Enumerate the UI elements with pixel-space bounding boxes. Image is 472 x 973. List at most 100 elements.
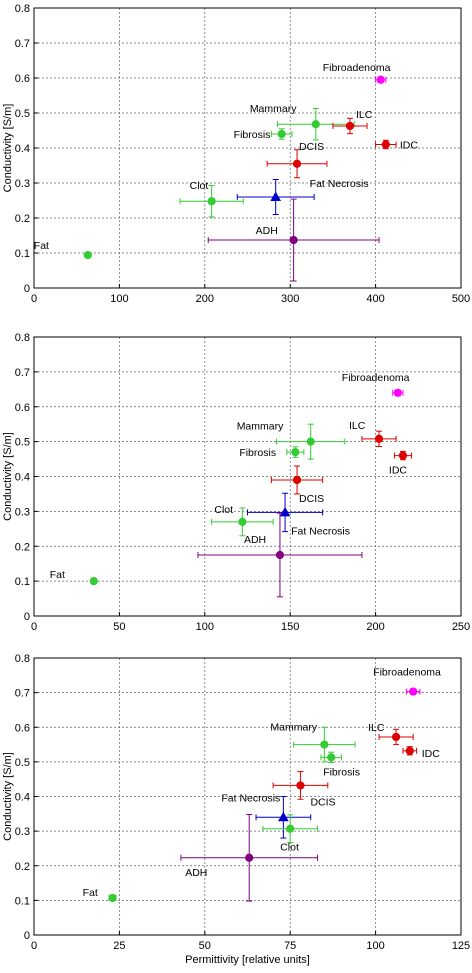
y-tick-label: 0.5	[15, 108, 30, 120]
data-label: Mammary	[250, 103, 297, 115]
y-tick-label: 0.2	[15, 213, 30, 225]
data-point-fat: Fat	[83, 887, 117, 903]
y-tick-label: 0.5	[15, 437, 30, 449]
marker-circle	[345, 121, 355, 131]
y-tick-label: 0	[24, 611, 30, 623]
data-point-ilc: ILC	[332, 109, 373, 135]
data-point-mammary: Mammary	[250, 103, 355, 141]
y-tick-label: 0.8	[15, 3, 30, 15]
data-point-adh: ADH	[197, 512, 363, 598]
data-point-fibroadenoma: Fibroadenoma	[373, 667, 441, 696]
data-label: Clot	[280, 842, 299, 854]
marker-circle	[286, 824, 295, 833]
marker-circle	[409, 687, 418, 696]
x-tick-label: 250	[452, 621, 470, 633]
data-point-fibroadenoma: Fibroadenoma	[323, 62, 391, 84]
data-point-fat: Fat	[34, 240, 92, 260]
y-tick-label: 0.3	[15, 506, 30, 518]
marker-circle	[292, 475, 302, 485]
marker-circle	[398, 451, 408, 460]
data-label: Fat Necrosis	[291, 525, 350, 537]
x-tick-label: 50	[113, 621, 125, 633]
x-tick-label: 100	[110, 293, 128, 305]
y-tick-label: 0.7	[15, 367, 30, 379]
data-label: ADH	[244, 534, 266, 546]
y-tick-label: 0.5	[15, 757, 30, 769]
x-tick-label: 300	[281, 293, 299, 305]
data-point-fat-necrosis: Fat Necrosis	[221, 792, 312, 839]
x-tick-label: 0	[31, 621, 37, 633]
data-label: ILC	[349, 420, 366, 432]
marker-triangle	[279, 506, 291, 517]
data-label: DCIS	[299, 141, 324, 153]
y-axis-label: Conductivity [S/m]	[2, 752, 14, 841]
chart-panel-2: 0 50 100 150 200 250 0 0.1 0.2 0.3 0.4 0.5 0.6 0.7 0.8…	[2, 332, 470, 633]
data-label: IDC	[389, 465, 408, 477]
data-point-fibrosis: Fibrosis	[234, 128, 293, 141]
y-axis-label: Conductivity [S/m]	[2, 432, 14, 521]
y-tick-label: 0.8	[15, 653, 30, 665]
y-tick-label: 0.3	[15, 826, 30, 838]
marker-circle	[405, 746, 414, 755]
data-label: DCIS	[299, 493, 324, 505]
data-point-ilc: ILC	[368, 722, 414, 746]
data-point-clot: Clot	[262, 814, 319, 854]
data-point-dcis: DCIS	[270, 465, 324, 505]
x-axis-label: Permittivity [relative units]	[185, 954, 310, 966]
data-label: IDC	[400, 140, 419, 152]
marker-circle	[245, 853, 254, 862]
data-label: Clot	[190, 180, 209, 192]
data-label: Fat Necrosis	[221, 792, 280, 804]
data-point-ilc: ILC	[349, 420, 397, 448]
data-point-fat-necrosis: Fat Necrosis	[247, 492, 350, 537]
marker-circle	[327, 753, 336, 762]
marker-circle	[374, 434, 384, 443]
marker-circle	[291, 447, 300, 457]
marker-circle	[391, 732, 401, 742]
data-label: Clot	[214, 504, 233, 516]
data-point-adh: ADH	[180, 814, 319, 902]
marker-circle	[296, 781, 305, 790]
data-label: Fat	[83, 887, 98, 899]
y-tick-label: 0.2	[15, 861, 30, 873]
marker-circle	[320, 740, 329, 749]
data-point-idc: IDC	[402, 746, 441, 760]
y-tick-label: 0.7	[15, 688, 30, 700]
marker-circle	[393, 388, 402, 397]
data-label: IDC	[422, 748, 441, 760]
x-tick-label: 125	[452, 940, 470, 952]
y-tick-label: 0.4	[15, 143, 30, 155]
marker-circle	[381, 140, 390, 149]
x-tick-label: 150	[281, 621, 299, 633]
x-tick-label: 200	[196, 293, 214, 305]
marker-circle	[277, 129, 286, 139]
y-tick-label: 0.6	[15, 402, 30, 414]
data-label: Fibrosis	[234, 129, 271, 141]
data-label: Mammary	[270, 722, 317, 734]
y-tick-label: 0.2	[15, 541, 30, 553]
y-tick-label: 0.7	[15, 38, 30, 50]
y-tick-label: 0	[24, 930, 30, 942]
data-point-idc: IDC	[389, 450, 412, 477]
data-label: Fibrosis	[323, 766, 360, 778]
data-label: ILC	[356, 109, 373, 121]
x-tick-label: 200	[366, 621, 384, 633]
marker-circle	[207, 197, 216, 206]
data-label: DCIS	[310, 796, 335, 808]
y-tick-label: 0.8	[15, 332, 30, 344]
y-axis-label: Conductivity [S/m]	[2, 104, 14, 193]
marker-circle	[311, 120, 320, 129]
chart-panel-1: 0 100 200 300 400 500 0 0.1 0.2 0.3 0.4 0.5 0.6 0.7 0.…	[2, 3, 470, 305]
y-tick-label: 0.1	[15, 895, 30, 907]
data-label: ADH	[185, 867, 207, 879]
x-tick-label: 50	[199, 940, 211, 952]
y-tick-label: 0.6	[15, 722, 30, 734]
x-tick-label: 100	[196, 621, 214, 633]
marker-circle	[292, 159, 302, 168]
data-point-mammary: Mammary	[270, 722, 356, 763]
data-label: Fibrosis	[239, 447, 276, 459]
y-tick-label: 0.3	[15, 178, 30, 190]
marker-circle	[89, 577, 98, 586]
